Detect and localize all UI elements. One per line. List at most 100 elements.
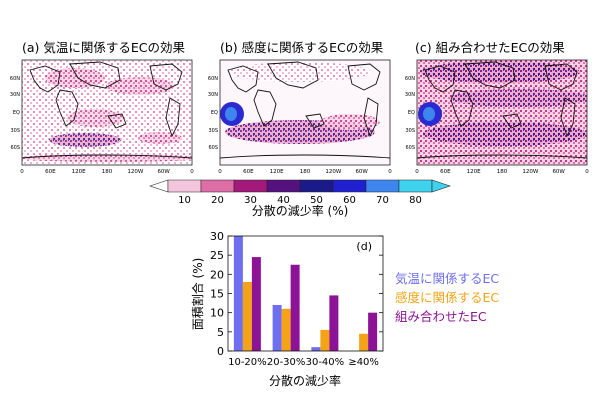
map-lat-tick-label: EQ bbox=[211, 110, 218, 116]
colorbar-ticks: 10 20 30 40 50 60 70 80 bbox=[178, 195, 422, 206]
map-title-b: (b) 感度に関係するECの効果 bbox=[220, 40, 384, 55]
map-c-coastlines bbox=[417, 61, 587, 159]
chart-bar bbox=[272, 305, 282, 351]
map-lat-tick-label: 60N bbox=[405, 76, 415, 82]
chart-legend-entry: 気温に関係するEC bbox=[395, 271, 499, 286]
map-lat-tick-label: 60S bbox=[208, 145, 218, 151]
chart-bar bbox=[290, 264, 300, 351]
colorbar-tick-label: 70 bbox=[376, 195, 389, 206]
map-a-pattern-south bbox=[49, 133, 121, 147]
map-axis-ticks: 60N 30N EQ 30S 60S 0 60E 120E 180 120W 60W 0 60N 30N E… bbox=[10, 76, 589, 175]
map-lat-tick-label: 30S bbox=[10, 128, 20, 134]
map-lat-tick-label: 30N bbox=[10, 92, 20, 98]
chart-panel-label: (d) bbox=[356, 240, 372, 253]
map-lat-tick-label: 60S bbox=[10, 145, 20, 151]
chart-bars bbox=[233, 236, 378, 351]
colorbar-segments bbox=[167, 179, 433, 193]
chart-bar bbox=[311, 347, 321, 351]
map-lon-tick-label: 60W bbox=[157, 169, 170, 175]
map-a-pattern-pacific bbox=[106, 77, 174, 95]
chart-bar bbox=[368, 312, 378, 351]
map-lon-tick-label: 180 bbox=[300, 169, 311, 175]
map-panel-c: (c) 組み合わせたECの効果 bbox=[415, 40, 588, 166]
colorbar: 10 20 30 40 50 60 70 80 分散の減少率 (%) bbox=[149, 179, 451, 218]
chart-y-tick-label: 25 bbox=[210, 249, 224, 262]
map-title-a: (a) 気温に関係するECの効果 bbox=[22, 40, 186, 55]
map-lon-tick-label: 120E bbox=[72, 169, 86, 175]
colorbar-tick-label: 30 bbox=[244, 195, 257, 206]
colorbar-segment bbox=[299, 179, 334, 193]
chart-x-tick-label: 30-40% bbox=[306, 357, 345, 368]
map-b-frame bbox=[219, 59, 391, 166]
map-lat-tick-label: 60N bbox=[10, 76, 20, 82]
colorbar-segment bbox=[365, 179, 400, 193]
chart-x-ticks: 10-20% 20-30% 30-40% ≥40% bbox=[228, 357, 379, 368]
map-lon-tick-label: 0 bbox=[218, 169, 222, 175]
map-c-pattern-north bbox=[420, 61, 580, 83]
map-lon-tick-label: 120E bbox=[467, 169, 481, 175]
map-lon-tick-label: 180 bbox=[102, 169, 113, 175]
map-lon-tick-label: 120E bbox=[270, 169, 284, 175]
chart-y-axis-label: 面積割合 (%) bbox=[190, 258, 205, 331]
colorbar-segment bbox=[167, 179, 202, 193]
map-lon-tick-label: 60W bbox=[355, 169, 368, 175]
map-lat-tick-label: EQ bbox=[408, 110, 415, 116]
map-lon-tick-label: 0 bbox=[585, 169, 589, 175]
map-a-frame bbox=[21, 59, 193, 166]
chart-bar bbox=[242, 282, 252, 351]
map-lon-tick-label: 0 bbox=[20, 169, 24, 175]
chart-y-tick-label: 20 bbox=[210, 268, 224, 281]
chart-y-tick-label: 30 bbox=[210, 230, 224, 243]
map-a-pattern-indian bbox=[67, 109, 123, 127]
map-b-pattern-north bbox=[230, 62, 370, 82]
colorbar-segment bbox=[233, 179, 268, 193]
colorbar-left-arrow bbox=[149, 179, 169, 193]
colorbar-right-arrow bbox=[431, 179, 451, 193]
chart-bar bbox=[251, 257, 261, 351]
map-lon-tick-label: 60W bbox=[552, 169, 565, 175]
chart-x-tick-label: 10-20% bbox=[228, 357, 267, 368]
map-title-c: (c) 組み合わせたECの効果 bbox=[415, 40, 565, 55]
colorbar-segment bbox=[332, 179, 367, 193]
colorbar-segment bbox=[266, 179, 301, 193]
chart-plot-frame bbox=[227, 235, 384, 352]
chart-legend-entry: 組み合わせたEC bbox=[395, 309, 487, 324]
chart-bar bbox=[233, 236, 243, 351]
map-panel-a: (a) 気温に関係するECの効果 bbox=[21, 40, 193, 166]
colorbar-tick-label: 60 bbox=[343, 195, 356, 206]
map-panel-b: (b) 感度に関係するECの効果 bbox=[219, 40, 391, 166]
colorbar-tick-label: 50 bbox=[310, 195, 323, 206]
map-lat-tick-label: 60S bbox=[405, 145, 415, 151]
map-lon-tick-label: 180 bbox=[497, 169, 508, 175]
chart-y-tick-label: 15 bbox=[210, 288, 224, 301]
map-lon-tick-label: 0 bbox=[415, 169, 419, 175]
chart-y-ticks: 0 5 10 15 20 25 30 bbox=[210, 230, 383, 358]
chart-x-axis-label: 分散の減少率 bbox=[269, 373, 341, 388]
chart-bar bbox=[359, 333, 369, 351]
map-c-pattern-tropics bbox=[450, 89, 587, 107]
chart-y-tick-label: 0 bbox=[217, 345, 224, 358]
colorbar-label: 分散の減少率 (%) bbox=[252, 203, 349, 218]
map-a-pattern-south2 bbox=[138, 132, 182, 144]
map-lon-tick-label: 60E bbox=[243, 169, 254, 175]
map-lat-tick-label: 30N bbox=[405, 92, 415, 98]
colorbar-segment bbox=[200, 179, 235, 193]
map-lat-tick-label: EQ bbox=[13, 110, 20, 116]
chart-bar bbox=[281, 308, 291, 351]
colorbar-tick-label: 40 bbox=[277, 195, 290, 206]
colorbar-tick-label: 10 bbox=[178, 195, 191, 206]
map-lon-tick-label: 0 bbox=[190, 169, 194, 175]
map-lat-tick-label: 30N bbox=[208, 92, 218, 98]
map-b-pattern-blue-core bbox=[225, 107, 237, 121]
map-c-pattern-blue-core bbox=[423, 107, 435, 121]
map-a-pattern-north bbox=[45, 68, 105, 88]
colorbar-segment bbox=[398, 179, 433, 193]
map-lon-tick-label: 60E bbox=[45, 169, 56, 175]
map-lat-tick-label: 30S bbox=[405, 128, 415, 134]
colorbar-tick-label: 80 bbox=[409, 195, 422, 206]
map-c-frame bbox=[416, 59, 588, 166]
chart-bar bbox=[329, 295, 339, 351]
map-lon-tick-label: 60E bbox=[440, 169, 451, 175]
